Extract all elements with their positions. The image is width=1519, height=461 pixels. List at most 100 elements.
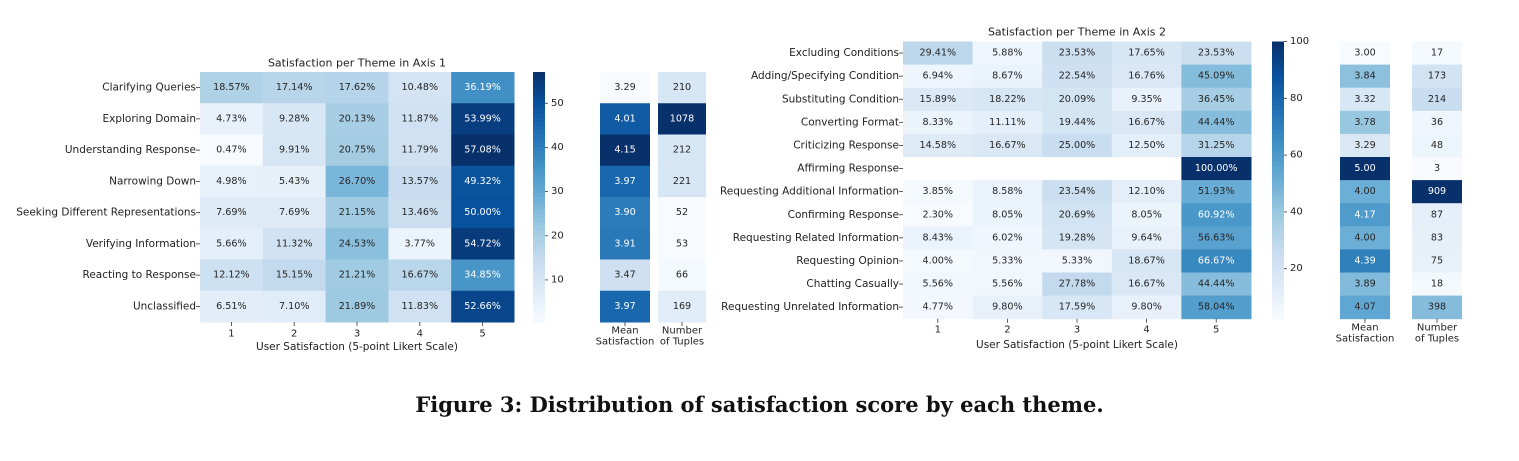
chart2-cell — [903, 249, 974, 273]
chart2-cell-label: 5.56% — [923, 279, 953, 290]
chart2-cell — [972, 295, 1043, 320]
chart2-colorbar-strip — [1272, 300, 1284, 306]
chart2-mean-label: 3.84 — [1354, 71, 1375, 82]
chart2-colorbar-strip — [1272, 235, 1284, 241]
chart2-cell — [1111, 41, 1182, 66]
chart2-colorbar-strip — [1272, 138, 1284, 144]
chart2-cell-label: 8.67% — [992, 71, 1022, 82]
chart2-mean-cell — [1340, 272, 1390, 297]
chart2-cell-label: 25.00% — [1059, 140, 1096, 151]
chart2-count-label: 75 — [1431, 255, 1443, 266]
chart2-count-label: 3 — [1434, 163, 1440, 174]
chart1-row-label: Unclassified — [133, 300, 196, 312]
chart2-cell-label: 23.53% — [1059, 48, 1096, 59]
chart1-colorbar-strip — [533, 92, 545, 98]
chart2-mean-header: Mean — [1351, 323, 1378, 334]
chart2-cell-label: 18.67% — [1128, 255, 1165, 266]
chart1-cell — [451, 197, 515, 229]
chart1-colorbar-tick-label: 30 — [551, 186, 564, 197]
chart2-cell — [1111, 87, 1182, 112]
chart2-cell-label: 5.56% — [992, 279, 1022, 290]
chart1-colorbar-strip — [533, 147, 545, 152]
chart2-cell-label: 14.58% — [920, 140, 957, 151]
chart2-colorbar-strip — [1272, 277, 1284, 283]
chart1-mean-label: 3.91 — [614, 238, 635, 249]
chart1-cell-label: 52.66% — [464, 301, 501, 312]
chart1-cell — [451, 103, 515, 135]
chart1-cell — [325, 228, 389, 260]
chart1-title: Satisfaction per Theme in Axis 1 — [268, 57, 446, 70]
chart2-cell — [1042, 64, 1113, 89]
chart1-colorbar-strip — [533, 159, 545, 165]
chart2-colorbar-strip — [1272, 309, 1284, 315]
chart1-count-cell — [658, 259, 706, 292]
chart2-cell-label: 8.05% — [1131, 209, 1161, 220]
chart2-row-label: Confirming Response — [788, 209, 899, 221]
chart2-cell-label: 44.44% — [1198, 279, 1235, 290]
chart1-count-cell — [658, 290, 706, 323]
chart1-mean-label: 4.01 — [614, 113, 635, 124]
chart1-count-label: 212 — [673, 145, 691, 156]
chart2-colorbar-strip — [1272, 92, 1284, 98]
chart2-x-tick-label: 3 — [1074, 325, 1080, 336]
chart2-cell — [1111, 226, 1182, 250]
chart2-colorbar-strip — [1272, 291, 1284, 297]
chart1-colorbar-strip — [533, 297, 545, 302]
chart2-mean-label: 3.78 — [1354, 117, 1375, 128]
chart2-cell-label: 17.65% — [1128, 48, 1165, 59]
chart1-cell — [451, 165, 515, 198]
chart1-mean-cell — [600, 72, 650, 104]
chart1-count-cell — [658, 103, 706, 135]
figure-caption: Figure 3: Distribution of satisfaction s… — [415, 392, 1104, 417]
chart1-count-label: 169 — [673, 301, 691, 312]
chart1-cell — [388, 197, 452, 229]
chart2-cell-label: 9.64% — [1131, 232, 1161, 243]
chart2-cell — [972, 203, 1043, 227]
chart1-mean-label: 3.97 — [614, 176, 635, 187]
chart2-colorbar-strip — [1272, 184, 1284, 191]
chart2-cell — [1181, 87, 1252, 112]
chart2-cell-label: 4.00% — [923, 255, 953, 266]
chart1-cell — [262, 134, 327, 167]
chart2-count-cell — [1412, 203, 1462, 227]
chart2-cell-label: 8.05% — [992, 209, 1022, 220]
chart2-cell-label: 5.33% — [1062, 255, 1092, 266]
chart2-colorbar-strip — [1272, 110, 1284, 117]
chart2-cell-label: 16.67% — [1128, 117, 1165, 128]
chart2-cell — [1181, 226, 1252, 250]
chart1-cell — [262, 228, 327, 260]
chart2-cell-empty — [1111, 157, 1182, 181]
chart1-cell — [200, 259, 264, 292]
chart2-mean-label: 4.00 — [1354, 186, 1375, 197]
chart2-mean-cell — [1340, 203, 1390, 227]
chart2-cell — [1111, 110, 1182, 135]
chart1-row-label: Narrowing Down — [109, 175, 196, 187]
chart2-count-label: 87 — [1431, 209, 1443, 220]
chart2-cell — [1181, 180, 1252, 204]
chart2-colorbar-strip — [1272, 245, 1284, 251]
chart2-cell — [1111, 249, 1182, 273]
chart1-cell-label: 50.00% — [464, 207, 501, 218]
chart2-row-label: Excluding Conditions — [789, 47, 899, 59]
chart1-cell-label: 11.83% — [402, 301, 439, 312]
chart2-cell-empty — [972, 157, 1043, 181]
chart2-cell — [1111, 180, 1182, 204]
chart1-colorbar-strip — [533, 288, 545, 294]
chart1-mean-label: 3.29 — [614, 82, 635, 93]
chart2-colorbar-strip — [1272, 157, 1284, 163]
chart1-colorbar-strip — [533, 213, 545, 219]
chart1-row-label: Verifying Information — [86, 238, 196, 250]
chart2-colorbar-strip — [1272, 147, 1284, 154]
chart2-colorbar-strip — [1272, 268, 1284, 274]
chart2-colorbar-strip — [1272, 115, 1284, 121]
chart2-cell-label: 5.88% — [992, 48, 1022, 59]
chart1-x-tick-label: 1 — [228, 329, 234, 340]
chart2-cell-label: 20.69% — [1059, 209, 1096, 220]
chart1-cell-label: 26.70% — [339, 176, 376, 187]
chart2-colorbar-strip — [1272, 258, 1284, 265]
chart2-colorbar-strip — [1272, 60, 1284, 66]
chart2-cell — [903, 41, 974, 66]
chart1-cell — [451, 259, 515, 292]
chart1-colorbar-strip — [533, 230, 545, 236]
chart2-cell — [903, 295, 974, 320]
